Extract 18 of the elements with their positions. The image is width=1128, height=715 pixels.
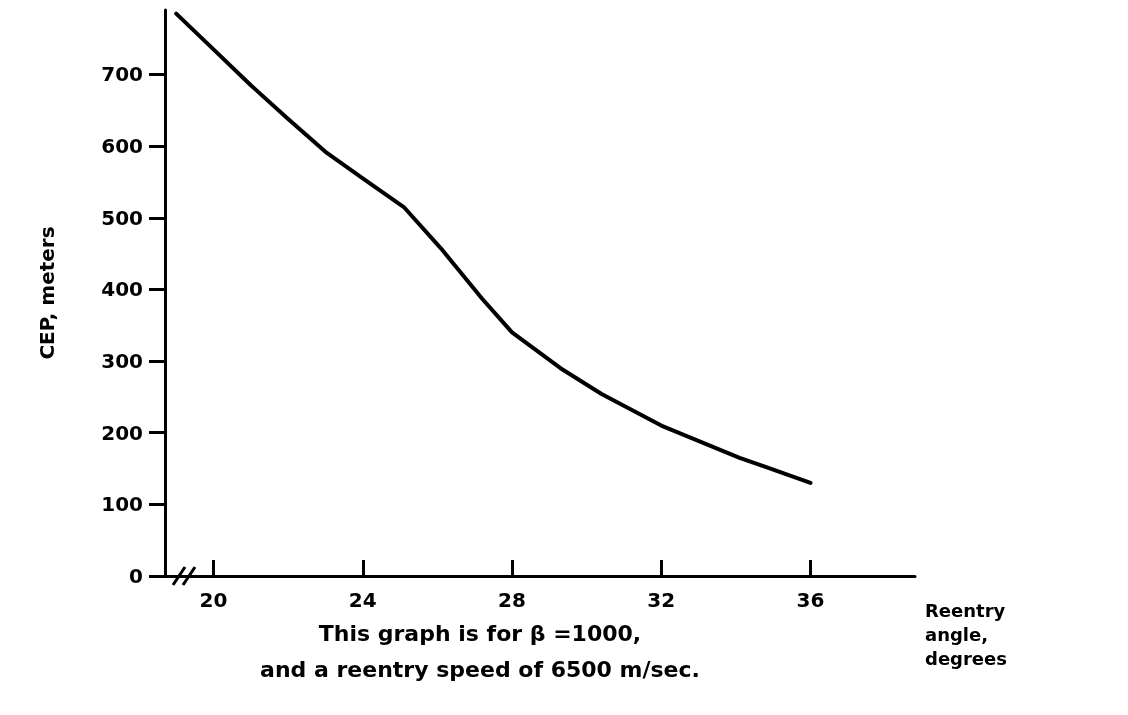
y-tick-label: 300 [101, 349, 143, 374]
y-tick-label: 700 [101, 62, 143, 87]
x-tick-label: 24 [348, 588, 377, 612]
y-tick-label: 600 [101, 134, 143, 159]
y-axis-title: CEP, meters [35, 226, 59, 360]
x-axis-title: Reentry angle, degrees [925, 599, 1012, 669]
x-tick-label: 28 [498, 588, 526, 612]
x-tick-label: 20 [199, 588, 228, 612]
text: and a reentry speed of 6500 m/sec. [260, 656, 700, 682]
y-tick-label: 0 [129, 564, 143, 588]
y-tick-label: 200 [101, 420, 143, 445]
x-tick-label: 36 [796, 588, 825, 612]
line-series [174, 11, 813, 485]
x-tick-label: 32 [647, 588, 676, 612]
text: This graph is for β =1000, [318, 620, 642, 646]
y-tick-label: 100 [101, 492, 143, 517]
y-tick-label: 400 [101, 277, 143, 302]
y-tick-label: 500 [101, 205, 143, 230]
